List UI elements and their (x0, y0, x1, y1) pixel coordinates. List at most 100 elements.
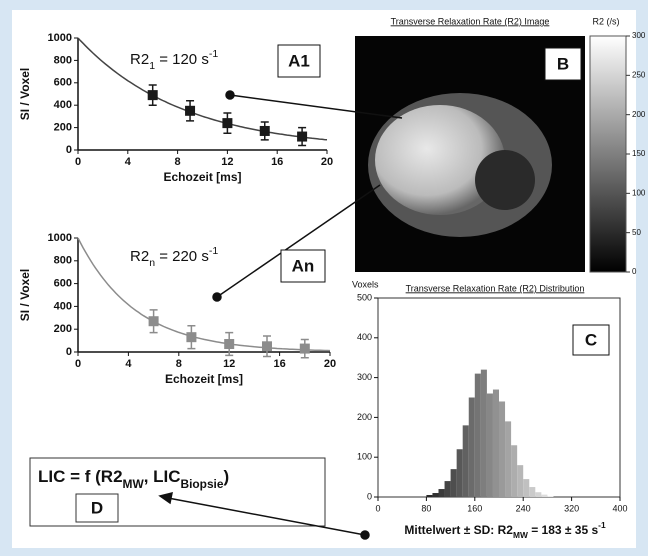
liver (375, 105, 505, 215)
y-tick-label: 200 (357, 412, 372, 422)
y-tick-label: 1000 (48, 232, 72, 244)
marker (147, 90, 158, 101)
y-axis-label: SI / Voxel (18, 269, 32, 321)
arrow-dot (225, 90, 235, 100)
marker (259, 125, 270, 136)
histogram-bar (511, 445, 518, 497)
x-tick-label: 12 (221, 156, 233, 168)
marker (262, 341, 272, 352)
text-part: R2 (130, 51, 149, 68)
histogram-bar (444, 481, 451, 497)
x-tick-label: 0 (75, 156, 81, 168)
y-tick-label: 200 (54, 122, 72, 134)
histogram-bar (492, 389, 499, 497)
histogram-bar (486, 393, 493, 497)
label-box (280, 249, 326, 283)
x-tick-label: 0 (375, 503, 380, 513)
label-box (277, 44, 321, 78)
label-box (75, 493, 119, 523)
text-part: = 183 ± 35 s (528, 523, 599, 537)
text-part: LIC = f (R2 (38, 467, 123, 486)
arrow-head (158, 491, 173, 505)
text-part: -1 (598, 520, 606, 530)
x-tick-label: 8 (175, 156, 181, 168)
text-part: MW (123, 477, 145, 491)
histogram-bar (523, 479, 530, 497)
text-part: ) (223, 467, 229, 486)
y-tick-label: 800 (54, 255, 72, 267)
histogram-bar (541, 494, 548, 497)
x-axis-label: Echozeit [ms] (165, 372, 243, 386)
text-part: 1 (149, 60, 155, 72)
marker (299, 343, 310, 354)
x-tick-label: 240 (516, 503, 531, 513)
histogram-bar (438, 489, 445, 497)
y-tick-label: 500 (357, 292, 372, 302)
arrow (229, 94, 403, 119)
colorbar-tick-label: 100 (632, 188, 646, 197)
text-part: Mittelwert ± SD: R2 (404, 523, 513, 537)
x-tick-label: 20 (321, 156, 333, 168)
panel-label: A1 (288, 51, 310, 70)
y-tick-label: 600 (54, 278, 72, 290)
fit-curve (77, 237, 331, 352)
histogram-bar (529, 487, 536, 497)
histogram-bar (432, 493, 439, 497)
fit-label: R21 = 120 s-1 (130, 48, 218, 72)
y-tick-label: 400 (54, 99, 72, 111)
y-tick-label: 0 (367, 491, 372, 501)
text-part: -1 (209, 48, 218, 60)
arrow-dot (212, 292, 222, 302)
chart-title: Transverse Relaxation Rate (R2) Distribu… (406, 283, 585, 293)
text-part: = 220 s (155, 248, 209, 265)
organ (475, 150, 535, 210)
text-part: , LIC (144, 467, 181, 486)
x-axis-label: Echozeit [ms] (163, 170, 241, 184)
text-part: = 120 s (155, 51, 209, 68)
y-tick-label: 800 (54, 54, 72, 66)
text-part: R2 (130, 248, 149, 265)
marker (222, 118, 233, 129)
x-tick-label: 80 (421, 503, 431, 513)
x-tick-label: 160 (467, 503, 482, 513)
y-tick-label: 600 (54, 77, 72, 89)
histogram-bar (468, 397, 475, 497)
histogram-bar (535, 492, 542, 497)
colorbar-tick-label: 0 (632, 267, 637, 276)
marker (186, 332, 197, 343)
panel-label: D (91, 498, 103, 517)
y-tick-label: 400 (357, 332, 372, 342)
x-tick-label: 0 (75, 358, 81, 370)
panel-label: C (585, 330, 597, 349)
marker (185, 105, 196, 116)
x-tick-label: 12 (223, 358, 235, 370)
x-tick-label: 16 (273, 358, 285, 370)
colorbar-tick-label: 250 (632, 70, 646, 79)
text-part: n (149, 257, 155, 269)
label-box (544, 47, 582, 81)
caption: Mittelwert ± SD: R2MW = 183 ± 35 s-1 (404, 520, 606, 540)
text-part: MW (513, 530, 528, 540)
x-tick-label: 4 (125, 358, 132, 370)
text-part: -1 (209, 245, 218, 257)
x-tick-label: 320 (564, 503, 579, 513)
colorbar-tick-label: 50 (632, 228, 641, 237)
histogram-bar (474, 373, 481, 497)
histogram-bar (450, 469, 457, 497)
x-tick-label: 16 (271, 156, 283, 168)
y-tick-label: 0 (66, 346, 72, 358)
histogram-bar (547, 496, 554, 497)
arrow (167, 497, 366, 536)
arrow (216, 184, 381, 298)
panel-label: An (292, 256, 315, 275)
histogram-bar (480, 369, 487, 497)
arrow-dot (360, 530, 370, 540)
fit-curve (77, 37, 328, 141)
y-tick-label: 200 (54, 323, 72, 335)
y-tick-label: 100 (357, 452, 372, 462)
histogram-bar (505, 421, 512, 497)
y-axis-label: SI / Voxel (18, 68, 32, 120)
y-tick-label: 400 (54, 300, 72, 312)
label-box (572, 324, 610, 356)
y-tick-label: 300 (357, 372, 372, 382)
